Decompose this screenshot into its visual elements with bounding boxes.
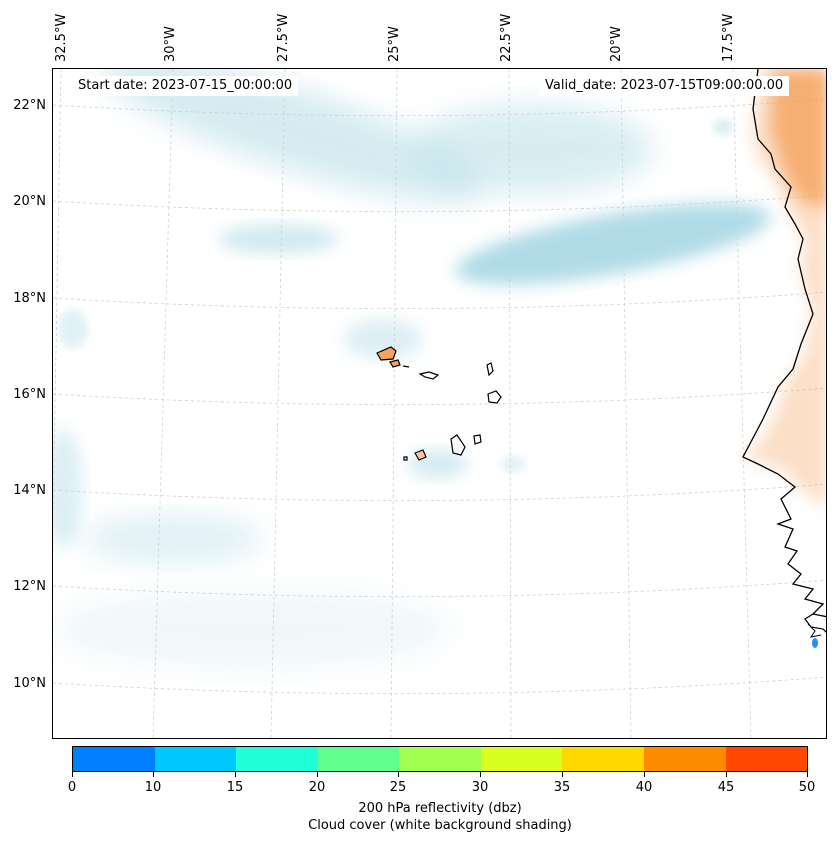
lat-label: 10°N	[13, 676, 46, 691]
colorbar-tick	[317, 772, 318, 777]
colorbar-subtitle: Cloud cover (white background shading)	[308, 818, 572, 833]
colorbar-tick	[398, 772, 399, 777]
lon-label: 27.5°W	[276, 13, 291, 62]
colorbar-tick	[807, 772, 808, 777]
colorbar-tick	[726, 772, 727, 777]
lon-label: 32.5°W	[54, 13, 69, 62]
cape-verde-islands	[376, 346, 502, 461]
lat-label: 14°N	[13, 483, 46, 498]
colorbar	[72, 746, 808, 772]
lon-label: 22.5°W	[499, 13, 514, 62]
lon-label: 17.5°W	[721, 13, 736, 62]
colorbar-segment	[562, 747, 644, 771]
africa-coastline	[742, 69, 826, 618]
colorbar-segment	[480, 747, 563, 771]
colorbar-tick	[644, 772, 645, 777]
colorbar-tick-label: 30	[471, 780, 489, 795]
colorbar-title: 200 hPa reflectivity (dbz)	[358, 801, 522, 816]
colorbar-tick-label: 20	[308, 780, 326, 795]
map-panel[interactable]	[52, 68, 827, 739]
lat-label: 22°N	[13, 98, 46, 113]
colorbar-segment	[154, 747, 237, 771]
lon-label: 25°W	[387, 26, 402, 62]
lat-label: 18°N	[13, 291, 46, 306]
lon-label: 30°W	[163, 26, 178, 62]
start-date-label: Start date: 2023-07-15_00:00:00	[72, 76, 299, 96]
gridlines	[53, 69, 826, 738]
colorbar-tick-label: 40	[635, 780, 653, 795]
colorbar-tick-label: 50	[798, 780, 816, 795]
land-heat-shading	[771, 69, 826, 209]
valid-date-label: Valid_date: 2023-07-15T09:00:00.00	[539, 76, 790, 96]
colorbar-tick-label: 35	[553, 780, 571, 795]
colorbar-segment	[236, 747, 318, 771]
cloud-cover-shading	[53, 69, 771, 669]
colorbar-segment	[643, 747, 726, 771]
lat-label: 16°N	[13, 387, 46, 402]
lat-label: 12°N	[13, 579, 46, 594]
colorbar-tick-label: 0	[67, 780, 77, 795]
colorbar-segment	[399, 747, 481, 771]
lon-label: 20°W	[609, 26, 624, 62]
colorbar-tick	[235, 772, 236, 777]
reflectivity-cell	[812, 638, 818, 648]
colorbar-tick	[480, 772, 481, 777]
colorbar-tick-label: 45	[717, 780, 735, 795]
colorbar-tick	[72, 772, 73, 777]
colorbar-tick-label: 10	[144, 780, 162, 795]
colorbar-tick	[153, 772, 154, 777]
colorbar-tick-label: 15	[226, 780, 244, 795]
colorbar-segment	[725, 747, 808, 771]
colorbar-segment	[317, 747, 400, 771]
map-canvas	[53, 69, 826, 738]
colorbar-segment	[73, 747, 155, 771]
lat-label: 20°N	[13, 194, 46, 209]
colorbar-tick	[562, 772, 563, 777]
colorbar-tick-label: 25	[389, 780, 407, 795]
coastline-islets	[807, 623, 822, 638]
